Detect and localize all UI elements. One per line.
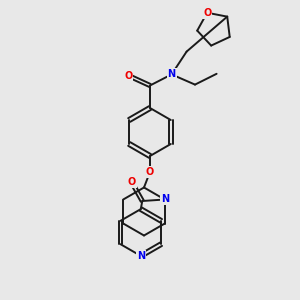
Text: N: N (137, 251, 145, 261)
Text: N: N (167, 69, 176, 80)
Text: O: O (203, 8, 211, 18)
Text: O: O (146, 167, 154, 177)
Text: O: O (128, 177, 136, 188)
Text: O: O (124, 70, 133, 81)
Text: N: N (161, 194, 169, 205)
